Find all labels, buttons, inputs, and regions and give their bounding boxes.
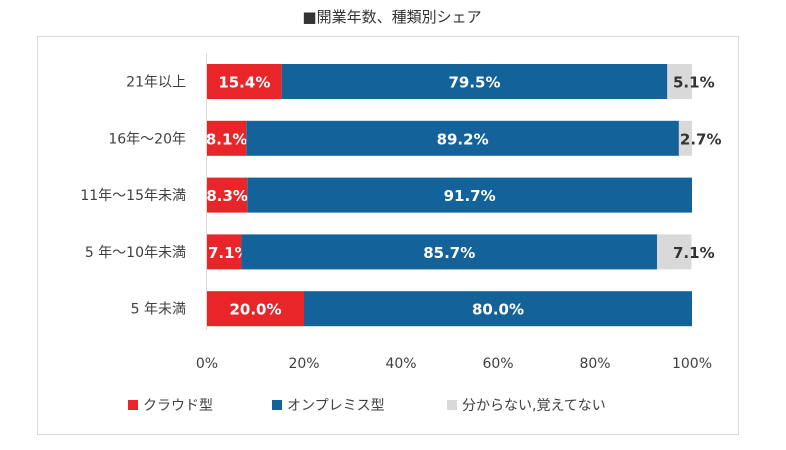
x-tick-label: 40% bbox=[385, 356, 416, 372]
x-tick-label: 80% bbox=[579, 356, 610, 372]
data-label: 79.5% bbox=[448, 74, 500, 92]
data-label: 85.7% bbox=[423, 244, 475, 262]
data-label: 91.7% bbox=[444, 187, 496, 205]
data-label: 20.0% bbox=[229, 301, 281, 319]
legend-label: オンプレミス型 bbox=[287, 398, 385, 414]
data-label: 7.1% bbox=[208, 244, 250, 262]
bar-segment bbox=[667, 64, 692, 99]
chart-title: ■開業年数、種類別シェア bbox=[302, 8, 481, 26]
category-label: 5 年未満 bbox=[131, 302, 186, 318]
data-label: 8.1% bbox=[206, 130, 248, 148]
data-label: 80.0% bbox=[472, 301, 524, 319]
x-tick-label: 100% bbox=[672, 356, 712, 372]
legend-swatch bbox=[272, 400, 282, 410]
data-label: 2.7% bbox=[680, 130, 722, 148]
data-label: 7.1% bbox=[673, 244, 715, 262]
category-label: 11年～15年未満 bbox=[80, 188, 186, 204]
x-tick-label: 60% bbox=[482, 356, 513, 372]
category-label: 21年以上 bbox=[126, 75, 186, 91]
bar-segment bbox=[678, 120, 692, 156]
legend-swatch bbox=[128, 400, 138, 410]
bar-segment bbox=[281, 64, 668, 99]
bar-segment bbox=[207, 120, 247, 156]
bar-segment bbox=[207, 291, 304, 327]
category-label: 5 年～10年未満 bbox=[85, 245, 186, 261]
category-label: 16年～20年 bbox=[108, 131, 186, 147]
x-tick-label: 0% bbox=[196, 356, 218, 372]
data-label: 89.2% bbox=[437, 130, 489, 148]
bar-segment bbox=[207, 64, 282, 99]
bar-segment bbox=[241, 234, 658, 270]
data-label: 8.3% bbox=[206, 187, 248, 205]
legend-swatch bbox=[447, 400, 457, 410]
bar-segment bbox=[657, 234, 692, 270]
bar-segment bbox=[246, 120, 679, 156]
legend-label: クラウド型 bbox=[143, 398, 213, 414]
bar-segment bbox=[247, 177, 692, 213]
bar-segment bbox=[207, 234, 242, 270]
bar-segment bbox=[207, 177, 248, 213]
legend-label: 分からない,覚えてない bbox=[462, 398, 606, 414]
data-label: 15.4% bbox=[218, 74, 270, 92]
chart-frame bbox=[37, 36, 739, 435]
bar-segment bbox=[304, 291, 692, 327]
data-label: 5.1% bbox=[673, 74, 715, 92]
x-tick-label: 20% bbox=[288, 356, 319, 372]
